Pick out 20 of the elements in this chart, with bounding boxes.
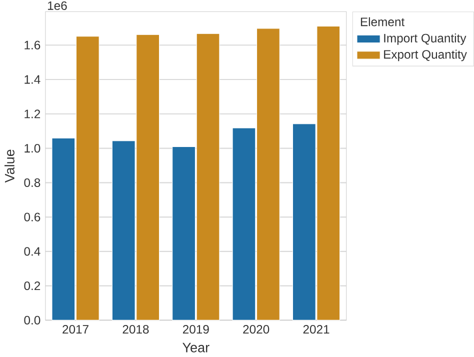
y-tick-label: 1.4 — [24, 75, 40, 84]
x-tick-label: 2021 — [303, 325, 330, 334]
x-tick-label: 2017 — [62, 325, 88, 334]
y-tick-label: 1.6 — [24, 40, 40, 50]
legend-label: Export Quantity — [384, 50, 467, 62]
y-tick-label: 0.8 — [24, 178, 40, 188]
y-tick-label: 0.4 — [24, 247, 40, 256]
x-tick-label: 2018 — [122, 325, 149, 334]
x-axis-title: Year — [182, 342, 210, 352]
y-tick-label: 1.2 — [24, 110, 40, 118]
y-tick-label: 0.6 — [24, 212, 40, 222]
y-axis-title: Value — [4, 150, 14, 183]
y-tick-label: 0.2 — [24, 282, 40, 290]
legend-title: Element — [360, 17, 405, 26]
x-tick-label: 2020 — [243, 325, 270, 334]
text: 1e6 — [48, 1, 67, 10]
y-tick-label: 0.0 — [24, 316, 40, 325]
legend-label: Import Quantity — [384, 34, 466, 45]
y-tick-label: 1.0 — [24, 144, 40, 153]
x-tick-label: 2019 — [182, 325, 209, 334]
